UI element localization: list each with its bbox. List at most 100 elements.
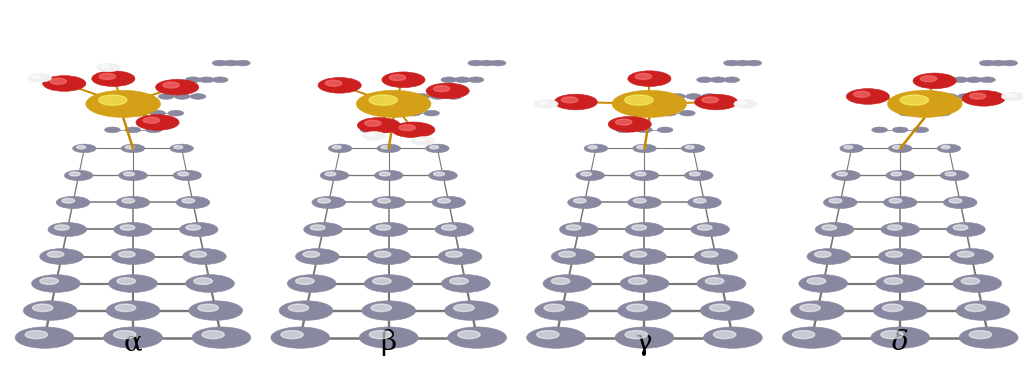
Circle shape [122, 198, 135, 203]
Circle shape [86, 91, 161, 117]
Circle shape [946, 223, 985, 236]
Circle shape [114, 331, 136, 339]
Circle shape [709, 304, 729, 312]
Circle shape [99, 73, 116, 79]
Circle shape [704, 327, 762, 348]
Circle shape [698, 225, 712, 230]
Circle shape [969, 331, 991, 339]
Circle shape [636, 145, 646, 149]
Circle shape [642, 110, 659, 116]
Circle shape [807, 278, 826, 285]
Circle shape [657, 127, 673, 133]
Circle shape [143, 117, 160, 123]
Circle shape [952, 77, 968, 83]
Circle shape [434, 172, 444, 176]
Circle shape [945, 172, 955, 176]
Circle shape [54, 225, 70, 230]
Circle shape [881, 223, 920, 236]
Circle shape [32, 275, 81, 292]
Circle shape [371, 304, 392, 312]
Circle shape [830, 198, 842, 203]
Circle shape [783, 327, 841, 348]
Circle shape [661, 110, 677, 116]
Circle shape [581, 172, 591, 176]
Circle shape [898, 110, 915, 116]
Circle shape [178, 172, 188, 176]
Circle shape [446, 251, 462, 257]
Circle shape [179, 223, 218, 236]
Circle shape [212, 60, 228, 66]
Circle shape [584, 144, 608, 153]
Circle shape [182, 198, 194, 203]
Circle shape [372, 278, 391, 285]
Circle shape [442, 225, 456, 230]
Circle shape [28, 73, 51, 82]
Circle shape [281, 331, 303, 339]
Circle shape [935, 110, 951, 116]
Circle shape [694, 249, 738, 265]
Circle shape [958, 251, 974, 257]
Circle shape [799, 275, 848, 292]
Circle shape [469, 77, 484, 83]
Circle shape [190, 251, 207, 257]
Circle shape [738, 101, 747, 104]
Circle shape [815, 223, 854, 236]
Circle shape [937, 144, 961, 153]
Circle shape [366, 133, 375, 136]
Circle shape [213, 77, 228, 83]
Circle shape [821, 225, 837, 230]
Circle shape [279, 301, 332, 320]
Circle shape [970, 93, 986, 99]
Circle shape [445, 301, 498, 320]
Circle shape [840, 144, 863, 153]
Circle shape [441, 275, 490, 292]
Circle shape [435, 223, 474, 236]
Circle shape [527, 327, 585, 348]
Circle shape [149, 110, 166, 116]
Circle shape [560, 223, 598, 236]
Circle shape [881, 331, 903, 339]
Circle shape [979, 60, 995, 66]
Circle shape [889, 198, 902, 203]
Circle shape [625, 223, 664, 236]
Circle shape [32, 75, 41, 78]
Circle shape [304, 223, 343, 236]
Circle shape [554, 94, 597, 110]
Circle shape [568, 196, 602, 209]
Circle shape [814, 251, 831, 257]
Circle shape [702, 97, 718, 103]
Circle shape [710, 77, 726, 83]
Circle shape [702, 251, 718, 257]
Circle shape [312, 196, 346, 209]
Circle shape [155, 79, 198, 95]
Circle shape [374, 170, 403, 181]
Circle shape [724, 77, 740, 83]
Circle shape [174, 93, 190, 99]
Circle shape [64, 170, 93, 181]
Circle shape [116, 304, 136, 312]
Circle shape [310, 225, 325, 230]
Circle shape [441, 77, 456, 83]
Circle shape [381, 127, 397, 133]
Circle shape [635, 172, 646, 176]
Circle shape [457, 331, 480, 339]
Circle shape [389, 75, 406, 81]
Circle shape [966, 77, 982, 83]
Circle shape [170, 144, 193, 153]
Circle shape [40, 278, 58, 285]
Circle shape [185, 275, 234, 292]
Circle shape [296, 249, 340, 265]
Circle shape [888, 225, 902, 230]
Circle shape [958, 93, 973, 99]
Circle shape [691, 223, 729, 236]
Circle shape [163, 82, 179, 88]
Circle shape [535, 301, 588, 320]
Circle shape [26, 331, 47, 339]
Circle shape [405, 110, 421, 116]
Circle shape [430, 93, 446, 99]
Circle shape [940, 170, 969, 181]
Circle shape [685, 145, 695, 149]
Circle shape [697, 77, 712, 83]
Circle shape [616, 119, 632, 125]
Circle shape [98, 95, 127, 105]
